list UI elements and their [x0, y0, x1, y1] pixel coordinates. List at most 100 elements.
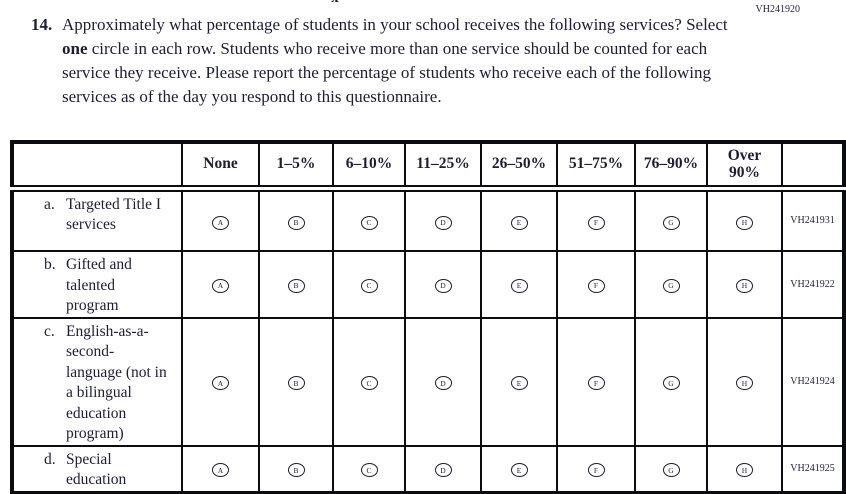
table-row-d: d. Special education A B C D E F G H VH2… [11, 444, 845, 494]
row-d-option-B[interactable]: B [287, 463, 305, 478]
question-text-before: Approximately what percentage of student… [62, 15, 728, 34]
cropped-text-fragment: x [327, 0, 343, 6]
row-c-code: VH241924 [781, 316, 845, 447]
row-b-cell-26-50: E [480, 250, 558, 319]
row-a-cell-76-90: G [634, 187, 708, 252]
row-b-option-G[interactable]: G [662, 279, 680, 293]
row-a-option-A[interactable]: A [212, 215, 229, 230]
row-b-code: VH241922 [781, 250, 845, 319]
row-d-option-D[interactable]: D [434, 463, 452, 478]
row-d-cell-over-90: H [706, 444, 783, 494]
table-row-a: a. Targeted Title I services A B C D E F… [11, 187, 845, 252]
row-c-option-E[interactable]: E [510, 376, 528, 391]
row-b-cell-none: A [181, 250, 260, 319]
row-a-option-D[interactable]: D [434, 215, 452, 230]
question-bold-word: one [62, 39, 88, 58]
header-6-10: 6–10% [332, 141, 406, 192]
row-c-option-D[interactable]: D [434, 376, 452, 391]
row-d-cell-none: A [181, 444, 260, 494]
row-d-label: Special education [66, 450, 127, 489]
row-c-cell-11-25: D [404, 316, 482, 447]
row-b-option-B[interactable]: B [287, 279, 305, 293]
header-row: None 1–5% 6–10% 11–25% 26–50% 51–75% 76–… [11, 141, 845, 192]
row-b-option-D[interactable]: D [434, 279, 452, 293]
row-b-option-E[interactable]: E [510, 279, 528, 293]
row-a-cell-1-5: B [258, 187, 334, 252]
row-a-label: Targeted Title I services [66, 195, 162, 234]
row-a-option-B[interactable]: B [287, 215, 305, 230]
row-b-cell-6-10: C [332, 250, 406, 319]
row-c-option-H[interactable]: H [736, 376, 753, 391]
question-number: 14. [31, 15, 53, 34]
row-b-cell-51-75: F [556, 250, 636, 319]
row-d-cell-51-75: F [556, 444, 636, 494]
row-d-cell-1-5: B [258, 444, 334, 494]
row-a-option-C[interactable]: C [360, 215, 378, 230]
form-code-top: VH241920 [755, 4, 800, 15]
table-row-c: c. English-as-a-second-language (not in … [11, 316, 845, 447]
row-a-cell-none: A [181, 187, 260, 252]
header-1-5: 1–5% [258, 141, 334, 192]
row-d-cell-6-10: C [332, 444, 406, 494]
cropped-character: x [327, 0, 343, 6]
row-d-cell-11-25: D [404, 444, 482, 494]
row-a-prefix: a. [44, 195, 55, 213]
row-a-option-G[interactable]: G [662, 215, 680, 230]
row-a-option-H[interactable]: H [736, 215, 753, 230]
row-b-cell-76-90: G [634, 250, 708, 319]
row-c-option-A[interactable]: A [212, 376, 229, 391]
row-a-code: VH241931 [781, 187, 845, 252]
row-d-option-F[interactable]: F [587, 463, 605, 478]
row-b-option-H[interactable]: H [736, 279, 753, 293]
row-a-cell-over-90: H [706, 187, 783, 252]
row-a-cell-11-25: D [404, 187, 482, 252]
row-a-cell-51-75: F [556, 187, 636, 252]
table-row-b: b. Gifted and talented program A B C D E… [11, 250, 845, 319]
row-c-option-B[interactable]: B [287, 376, 305, 391]
row-c-label-cell: c. English-as-a-second-language (not in … [11, 316, 183, 447]
row-b-label: Gifted and talented program [66, 256, 132, 314]
row-a-cell-6-10: C [332, 187, 406, 252]
row-c-cell-76-90: G [634, 316, 708, 447]
row-d-cell-76-90: G [634, 444, 708, 494]
row-c-cell-none: A [181, 316, 260, 447]
row-d-code: VH241925 [781, 444, 845, 494]
header-over-90: Over 90% [706, 141, 783, 192]
row-d-option-C[interactable]: C [360, 463, 378, 478]
row-c-cell-26-50: E [480, 316, 558, 447]
header-none: None [181, 141, 260, 192]
row-b-option-C[interactable]: C [360, 279, 378, 293]
row-c-cell-51-75: F [556, 316, 636, 447]
row-b-cell-1-5: B [258, 250, 334, 319]
row-a-cell-26-50: E [480, 187, 558, 252]
header-11-25: 11–25% [404, 141, 482, 192]
row-c-cell-6-10: C [332, 316, 406, 447]
header-code-cell [781, 141, 845, 192]
row-a-label-cell: a. Targeted Title I services [11, 187, 183, 252]
row-c-option-F[interactable]: F [587, 376, 605, 391]
row-c-label: English-as-a-second-language (not in a b… [66, 322, 167, 443]
question-block: 14. Approximately what percentage of stu… [31, 13, 737, 109]
row-a-option-E[interactable]: E [510, 215, 528, 230]
row-c-option-G[interactable]: G [662, 376, 680, 391]
row-c-option-C[interactable]: C [360, 376, 378, 391]
row-b-option-F[interactable]: F [587, 279, 605, 293]
question-text: Approximately what percentage of student… [62, 13, 734, 109]
row-c-cell-over-90: H [706, 316, 783, 447]
row-c-cell-1-5: B [258, 316, 334, 447]
row-d-option-G[interactable]: G [662, 463, 680, 478]
header-26-50: 26–50% [480, 141, 558, 192]
response-grid-table: None 1–5% 6–10% 11–25% 26–50% 51–75% 76–… [10, 140, 846, 494]
question-text-after: circle in each row. Students who receive… [62, 39, 712, 106]
row-d-option-E[interactable]: E [510, 463, 528, 478]
row-b-cell-11-25: D [404, 250, 482, 319]
header-76-90: 76–90% [634, 141, 708, 192]
header-blank-cell [11, 141, 183, 192]
row-d-label-cell: d. Special education [11, 444, 183, 494]
row-d-option-A[interactable]: A [212, 463, 229, 478]
row-d-option-H[interactable]: H [736, 463, 753, 478]
row-b-option-A[interactable]: A [212, 279, 229, 293]
row-a-option-F[interactable]: F [587, 215, 605, 230]
row-b-cell-over-90: H [706, 250, 783, 319]
